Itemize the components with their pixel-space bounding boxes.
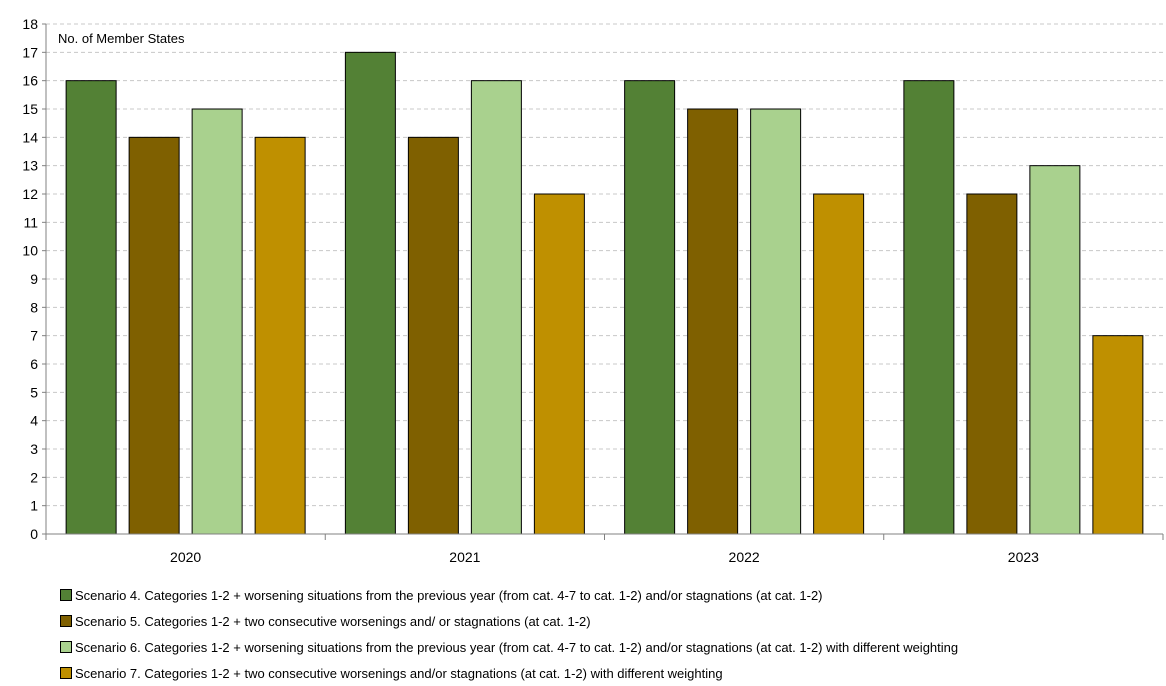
bars — [66, 52, 1143, 534]
y-tick-label: 8 — [30, 299, 38, 315]
bar — [408, 137, 458, 534]
bar — [688, 109, 738, 534]
bar — [471, 81, 521, 534]
x-tick-label: 2020 — [170, 549, 201, 565]
y-tick-label: 2 — [30, 469, 38, 485]
y-tick-label: 18 — [22, 16, 38, 32]
bar — [345, 52, 395, 534]
bar — [904, 81, 954, 534]
bar — [1030, 166, 1080, 534]
y-tick-label: 5 — [30, 384, 38, 400]
legend-label: Scenario 6. Categories 1-2 + worsening s… — [75, 640, 958, 655]
y-tick-label: 7 — [30, 328, 38, 344]
bar — [534, 194, 584, 534]
legend-swatch — [60, 615, 72, 627]
y-tick-label: 6 — [30, 356, 38, 372]
y-tick-label: 12 — [22, 186, 38, 202]
bar — [129, 137, 179, 534]
legend-item: Scenario 5. Categories 1-2 + two consecu… — [60, 608, 1160, 634]
legend-item: Scenario 7. Categories 1-2 + two consecu… — [60, 660, 1160, 686]
y-tick-label: 14 — [22, 129, 38, 145]
y-tick-label: 16 — [22, 73, 38, 89]
bar — [1093, 336, 1143, 534]
y-tick-label: 3 — [30, 441, 38, 457]
legend-label: Scenario 5. Categories 1-2 + two consecu… — [75, 614, 591, 629]
y-tick-label: 11 — [23, 214, 38, 230]
y-tick-label: 10 — [22, 243, 38, 259]
bar — [192, 109, 242, 534]
y-tick-label: 17 — [22, 44, 38, 60]
x-tick-label: 2023 — [1008, 549, 1039, 565]
legend-swatch — [60, 667, 72, 679]
legend-label: Scenario 4. Categories 1-2 + worsening s… — [75, 588, 823, 603]
y-tick-label: 13 — [22, 158, 38, 174]
bar — [625, 81, 675, 534]
bar — [66, 81, 116, 534]
legend-item: Scenario 6. Categories 1-2 + worsening s… — [60, 634, 1160, 660]
y-tick-label: 0 — [30, 526, 38, 542]
x-tick-label: 2022 — [729, 549, 760, 565]
legend: Scenario 4. Categories 1-2 + worsening s… — [60, 582, 1160, 686]
bar — [255, 137, 305, 534]
bar — [814, 194, 864, 534]
x-tick-label: 2021 — [449, 549, 480, 565]
y-tick-label: 9 — [30, 271, 38, 287]
legend-swatch — [60, 589, 72, 601]
bar — [967, 194, 1017, 534]
y-tick-label: 1 — [30, 498, 38, 514]
y-axis-annotation: No. of Member States — [58, 31, 185, 46]
legend-swatch — [60, 641, 72, 653]
y-tick-label: 15 — [22, 101, 38, 117]
legend-label: Scenario 7. Categories 1-2 + two consecu… — [75, 666, 723, 681]
y-tick-label: 4 — [30, 413, 38, 429]
bar — [751, 109, 801, 534]
legend-item: Scenario 4. Categories 1-2 + worsening s… — [60, 582, 1160, 608]
